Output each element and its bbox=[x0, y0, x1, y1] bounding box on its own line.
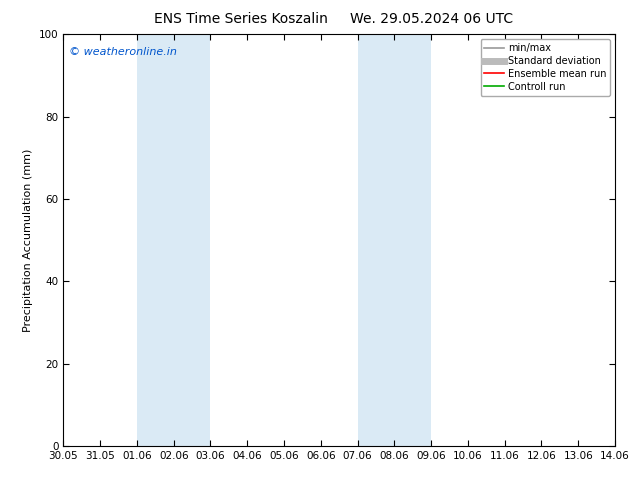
Y-axis label: Precipitation Accumulation (mm): Precipitation Accumulation (mm) bbox=[23, 148, 34, 332]
Text: © weatheronline.in: © weatheronline.in bbox=[69, 47, 177, 57]
Bar bbox=[137, 34, 210, 446]
Bar bbox=[358, 34, 431, 446]
Text: ENS Time Series Koszalin: ENS Time Series Koszalin bbox=[154, 12, 328, 26]
Legend: min/max, Standard deviation, Ensemble mean run, Controll run: min/max, Standard deviation, Ensemble me… bbox=[481, 39, 610, 96]
Text: We. 29.05.2024 06 UTC: We. 29.05.2024 06 UTC bbox=[349, 12, 513, 26]
